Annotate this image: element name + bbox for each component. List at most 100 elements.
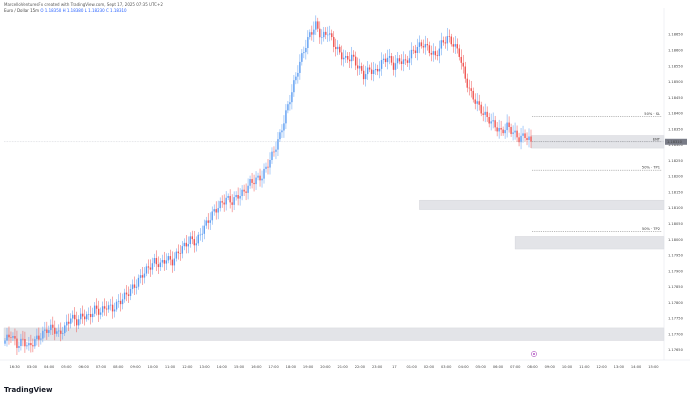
symbol-name[interactable]: Euro / Dollar 15m	[4, 8, 40, 13]
price-tick-label: 1.17750	[668, 317, 684, 321]
candle-body	[8, 334, 10, 338]
candle-body	[354, 56, 357, 66]
candle-body	[482, 113, 484, 115]
candle-body	[231, 202, 233, 205]
candle-body	[82, 313, 84, 317]
candle-body	[462, 62, 464, 67]
candle-body	[356, 65, 359, 69]
candle-body	[464, 66, 466, 79]
candle-body	[432, 51, 435, 55]
candle-body	[261, 178, 263, 181]
candle-body	[10, 337, 12, 338]
candle-body	[177, 251, 180, 254]
time-tick-label: 11:00	[165, 365, 176, 369]
candle-body	[390, 56, 393, 63]
candle-body	[510, 126, 512, 134]
candle-body	[14, 336, 16, 339]
candle-body	[125, 292, 128, 295]
candle-body	[241, 189, 243, 197]
candle-body	[368, 67, 371, 70]
candle-body	[119, 300, 122, 305]
candle-body	[323, 31, 325, 38]
candle-body	[299, 61, 301, 73]
candle-body	[307, 37, 309, 49]
candle-body	[215, 209, 217, 213]
candle-body	[263, 168, 265, 179]
candle-body	[374, 68, 377, 71]
candle-body	[321, 37, 323, 38]
candle-body	[283, 123, 285, 131]
candle-body	[78, 319, 80, 326]
candle-body	[418, 42, 421, 47]
candle-body	[64, 325, 66, 334]
tradingview-logo-icon: TradingView	[4, 386, 53, 394]
candle-body	[388, 56, 391, 58]
price-tick-label: 1.17950	[668, 254, 684, 258]
candle-body	[311, 32, 313, 35]
candle-body	[520, 135, 522, 143]
candle-body	[414, 50, 417, 54]
candle-body	[36, 335, 38, 340]
candle-body	[402, 59, 405, 64]
candle-body	[44, 329, 46, 331]
candle-body	[157, 264, 160, 268]
time-axis[interactable]: 16:30 03:00 04:00 05:00 06:00 07:00 08:00 09:00…	[0, 359, 690, 369]
candle-body	[203, 225, 205, 234]
candle-body	[480, 104, 482, 114]
candle-body	[448, 36, 451, 37]
candle-body	[456, 44, 458, 49]
candle-body	[329, 33, 331, 35]
candle-body	[301, 53, 303, 62]
candle-body	[117, 300, 120, 302]
time-tick-label: 15:00	[648, 365, 659, 369]
candle-body	[68, 321, 70, 324]
candle-body	[460, 56, 462, 63]
time-marker[interactable]	[531, 351, 537, 357]
price-tick-label: 1.18000	[668, 238, 684, 242]
candle-body	[211, 211, 213, 221]
candle-body	[345, 55, 347, 58]
published-by-line: MarcelloVenturesFx created with TradingV…	[4, 2, 163, 7]
price-tick-label: 1.18500	[668, 80, 684, 84]
candle-body	[173, 258, 176, 266]
level-label-0: 50% · SL	[644, 112, 660, 116]
candle-body	[171, 259, 174, 266]
candle-body	[422, 46, 425, 48]
time-tick-label: 07:00	[510, 365, 521, 369]
price-tick-label: 1.18200	[668, 175, 684, 179]
candle-body	[291, 92, 293, 103]
time-tick-label: 01:00	[407, 365, 418, 369]
price-axis[interactable]: 1.18650 1.18600 1.18550 1.18500 1.18450 1.184…	[663, 8, 687, 360]
candle-body	[271, 151, 273, 161]
candle-body	[277, 139, 279, 150]
candle-body	[516, 130, 518, 138]
time-tick-label: 08:00	[527, 365, 538, 369]
candle-body	[522, 133, 524, 136]
candle-body	[430, 53, 433, 55]
candle-body	[476, 101, 478, 104]
candle-body	[317, 21, 319, 29]
time-tick-label: 14:00	[631, 365, 642, 369]
price-tick-label: 1.17850	[668, 285, 684, 289]
candle-body	[32, 345, 34, 347]
candle-body	[54, 327, 56, 334]
candle-body	[135, 286, 138, 288]
candle-body	[149, 267, 152, 270]
candle-body	[269, 160, 271, 168]
candle-body	[147, 266, 150, 268]
candle-body	[62, 333, 64, 334]
time-tick-label: 03:00	[27, 365, 38, 369]
candle-body	[309, 32, 311, 38]
candle-body	[159, 262, 162, 268]
time-tick-label: 11:00	[579, 365, 590, 369]
candle-body	[183, 242, 186, 247]
candle-body	[249, 179, 251, 186]
time-tick-label: 14:00	[217, 365, 228, 369]
price-tick-label: 1.18050	[668, 222, 684, 226]
candle-body	[227, 196, 229, 198]
candle-body	[205, 220, 207, 226]
candle-body	[185, 242, 188, 247]
candle-body	[386, 57, 389, 63]
time-tick-label: 06:00	[493, 365, 504, 369]
